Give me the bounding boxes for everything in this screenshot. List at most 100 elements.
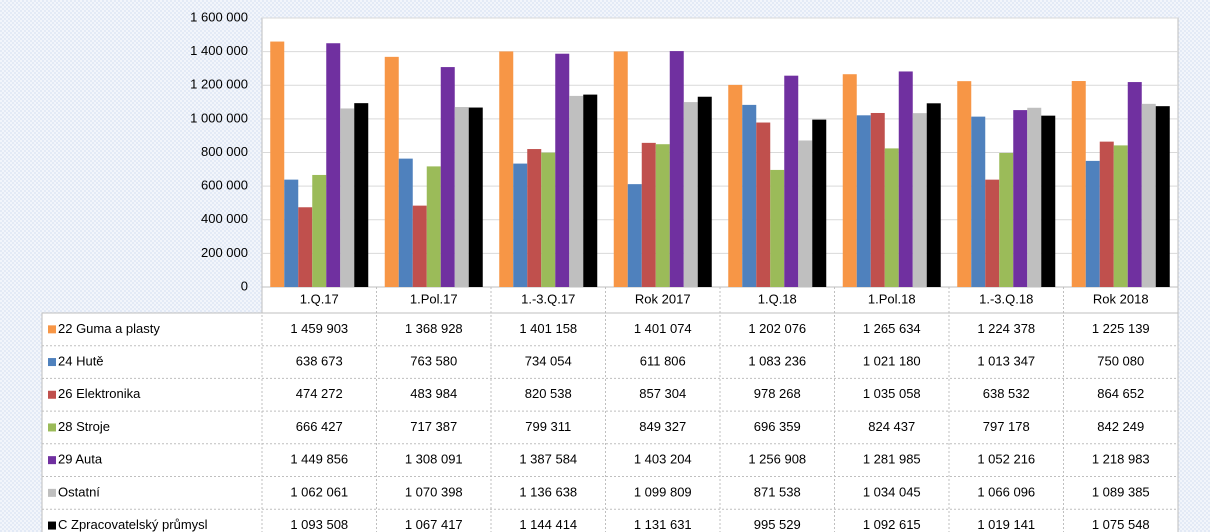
legend-swatch [48,423,56,432]
bar [555,53,570,288]
table-value: 1 224 378 [977,321,1035,336]
table-value: 871 538 [754,484,801,499]
table-value: 799 311 [525,419,571,434]
table-value: 1 403 204 [634,452,692,467]
bar [683,102,698,288]
table-value: 666 427 [296,419,343,434]
bar [812,119,827,288]
bar [971,116,986,287]
table-value: 483 984 [410,386,457,401]
table-value: 1 089 385 [1092,484,1150,499]
x-tick-label: 1.Q.18 [758,291,797,306]
table-value: 1 083 236 [748,353,806,368]
table-value: 824 437 [868,419,915,434]
legend-swatch [48,358,56,367]
table-value: 978 268 [754,386,801,401]
legend-label: 28 Stroje [58,419,110,434]
table-value: 849 327 [639,419,686,434]
bar [842,74,857,287]
bar [898,71,913,287]
bar [284,179,299,287]
x-tick-label: 1.-3.Q.17 [521,291,575,306]
table-value: 1 131 631 [634,517,692,532]
table-value: 734 054 [525,353,572,368]
bar [870,112,885,288]
x-tick-label: Rok 2017 [635,291,691,306]
bar [669,51,684,287]
table-value: 638 673 [296,353,343,368]
bar [728,84,743,287]
bar [583,94,598,287]
bar [398,158,413,287]
table-value: 1 256 908 [748,452,806,467]
bar [384,56,399,287]
y-tick-label: 600 000 [201,178,248,193]
x-tick-label: 1.Q.17 [300,291,339,306]
legend-swatch [48,521,56,530]
bar [641,142,656,287]
table-value: 1 062 061 [290,484,348,499]
legend-label: Ostatní [58,484,100,499]
table-value: 1 075 548 [1092,517,1150,532]
bar [613,51,628,288]
table-value: 611 806 [640,353,686,368]
table-value: 1 136 638 [519,484,577,499]
bar [569,95,584,287]
bar [326,43,341,287]
table-value: 638 532 [983,386,1030,401]
legend-label: 24 Hutě [58,353,104,368]
bar [985,179,1000,287]
table-value: 1 092 615 [863,517,921,532]
bar [312,174,327,287]
table-value: 797 178 [983,419,1030,434]
bar [1113,145,1128,287]
legend-swatch [48,390,56,399]
table-value: 1 449 856 [290,452,348,467]
bar [1127,82,1142,288]
table-value: 1 459 903 [290,321,348,336]
table-value: 1 225 139 [1092,321,1150,336]
bar [513,163,528,287]
table-value: 1 019 141 [977,517,1035,532]
bar [770,169,785,287]
table-value: 1 368 928 [405,321,463,336]
x-tick-label: Rok 2018 [1093,291,1149,306]
bar [426,166,441,287]
table-value: 820 538 [525,386,572,401]
bar [270,41,285,288]
bar [340,108,355,287]
table-value: 1 387 584 [519,452,577,467]
x-tick-label: 1.Pol.17 [410,291,458,306]
bar [541,152,556,287]
bar [627,184,642,287]
bar [1085,160,1100,287]
bar [742,104,757,287]
table-value: 1 099 809 [634,484,692,499]
legend-label: 22 Guma a plasty [58,321,160,336]
y-tick-label: 1 200 000 [190,77,248,92]
table-value: 1 202 076 [748,321,806,336]
table-value: 763 580 [410,353,457,368]
table-value: 1 070 398 [405,484,463,499]
bar [1141,103,1156,288]
y-tick-label: 1 400 000 [190,43,248,58]
legend-label: 29 Auta [58,452,103,467]
bar [412,205,427,287]
table-value: 1 067 417 [405,517,463,532]
bar [926,103,941,287]
bar [499,51,514,287]
y-tick-label: 800 000 [201,144,248,159]
table-body [41,312,1179,532]
bar [756,122,771,288]
x-tick-label: 1.Pol.18 [868,291,916,306]
table-value: 1 013 347 [977,353,1035,368]
bar [1041,115,1056,287]
table-value: 717 387 [410,419,457,434]
legend-label: 26 Elektronika [58,386,141,401]
table-value: 1 034 045 [863,484,921,499]
legend-label: C Zpracovatelský průmysl [58,517,208,532]
bar [856,115,871,287]
bar [655,144,670,287]
bar [454,107,469,287]
